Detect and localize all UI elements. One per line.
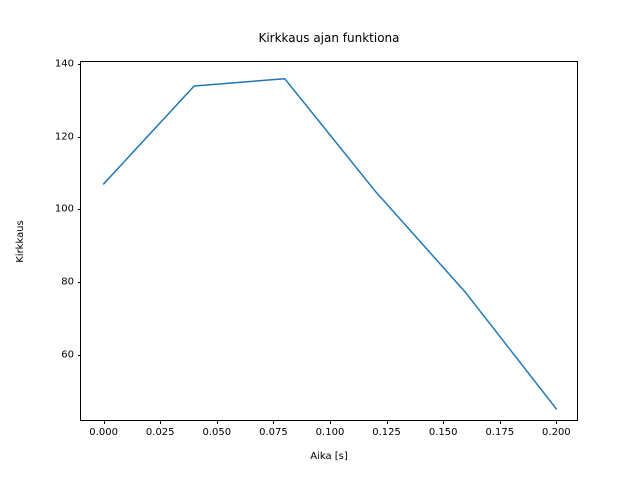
series-line-kirkkaus [102,77,558,410]
x-tick-label: 0.125 [372,427,401,438]
x-tick-label: 0.050 [202,427,232,438]
x-tick-label: 0.200 [542,427,571,438]
y-tick-mark [77,281,81,283]
x-tick-label: 0.100 [315,427,345,438]
y-tick-mark [77,354,81,356]
chart-title: Kirkkaus ajan funktiona [258,31,400,45]
x-tick-label: 0.175 [485,427,515,438]
x-tick-label: 0.075 [259,427,288,438]
x-tick-mark [273,420,275,424]
x-tick-mark [386,420,388,424]
y-axis-label: Kirkkaus [13,61,27,421]
x-axis-label: Aika [s] [310,451,348,462]
x-tick-mark [556,420,558,424]
x-tick-mark [330,420,331,424]
y-tick-label: 120 [54,131,74,143]
y-tick-mark [77,209,81,211]
y-axis-label-text: Kirkkaus [14,219,26,263]
data-line-series [102,77,558,410]
y-tick-label: 80 [61,276,74,288]
y-tick-mark [77,64,81,66]
x-tick-mark [103,420,105,424]
plot-area: 60 80 100 120 140 0.000 0.025 0.050 0.075 0.100 0.… [55,59,578,438]
y-tick-label: 60 [61,349,74,360]
x-tick-mark [216,420,218,424]
x-tick-mark [499,420,501,424]
x-tick-mark [160,420,162,424]
y-tick-label: 140 [54,58,74,70]
x-tick-label: 0.000 [89,427,118,438]
x-tick-label: 0.025 [145,427,175,438]
x-tick-mark [443,420,445,424]
y-tick-label: 100 [54,203,74,215]
y-tick-mark [77,136,81,138]
x-tick-label: 0.150 [428,427,458,438]
